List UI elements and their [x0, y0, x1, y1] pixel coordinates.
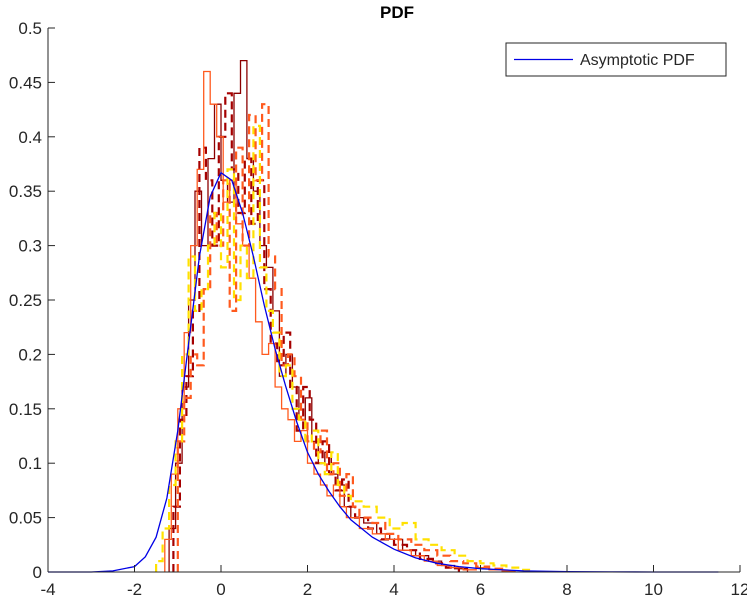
- x-tick-label: -4: [40, 580, 55, 599]
- plot-area: [48, 59, 719, 573]
- histogram-series-2: [172, 92, 460, 572]
- x-tick-label: 2: [303, 580, 312, 599]
- y-tick-label: 0: [33, 563, 42, 582]
- y-tick-label: 0.15: [9, 400, 42, 419]
- legend-label-asymptotic: Asymptotic PDF: [580, 52, 695, 69]
- histogram-layer: [155, 59, 534, 572]
- x-tick-label: 8: [562, 580, 571, 599]
- y-tick-label: 0.05: [9, 509, 42, 528]
- legend: Asymptotic PDF: [505, 42, 727, 77]
- x-tick-label: 0: [216, 580, 225, 599]
- y-tick-label: 0.25: [9, 291, 42, 310]
- histogram-series-5: [155, 124, 534, 572]
- histogram-series-1: [168, 59, 469, 572]
- asymptotic-pdf-layer: [48, 171, 719, 573]
- y-tick-label: 0.3: [18, 237, 42, 256]
- histogram-series-3: [164, 70, 516, 572]
- asymptotic-pdf-line: [48, 171, 719, 573]
- chart-title: PDF: [380, 3, 414, 22]
- x-tick-label: 4: [389, 580, 398, 599]
- y-tick-label: 0.1: [18, 454, 42, 473]
- x-tick-label: 10: [644, 580, 663, 599]
- x-tick-label: 6: [476, 580, 485, 599]
- y-tick-label: 0.4: [18, 128, 42, 147]
- histogram-series-4: [176, 103, 504, 572]
- x-tick-label: -2: [127, 580, 142, 599]
- y-tick-label: 0.35: [9, 182, 42, 201]
- y-axis-ticks: 0 0.05 0.1 0.15 0.2 0.25 0.3 0.35 0.4 0.45 0.5: [9, 19, 55, 582]
- x-tick-label: 12: [731, 580, 747, 599]
- y-tick-label: 0.45: [9, 73, 42, 92]
- x-axis-ticks: -4 -2 0 2 4 6 8 10 12: [40, 565, 747, 599]
- y-tick-label: 0.2: [18, 345, 42, 364]
- axes: [47, 28, 740, 573]
- y-tick-label: 0.5: [18, 19, 42, 38]
